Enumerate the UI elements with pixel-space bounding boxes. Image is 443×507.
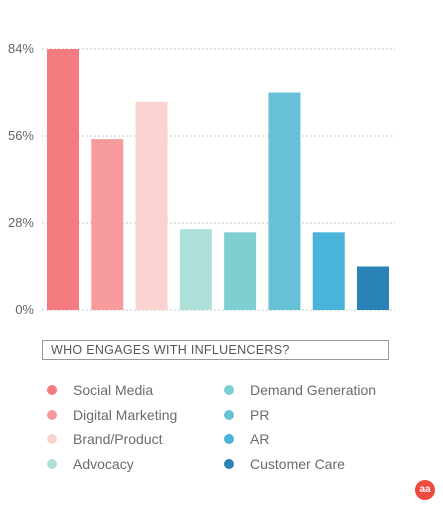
y-tick-label: 56% — [8, 128, 34, 143]
bars — [47, 49, 389, 310]
y-tick-label: 0% — [15, 302, 34, 317]
legend-item: Advocacy — [47, 455, 134, 473]
legend-swatch — [47, 385, 57, 395]
grid-lines — [42, 48, 395, 311]
legend-swatch — [47, 458, 57, 469]
y-tick-label: 84% — [8, 41, 34, 56]
bar-social-media — [47, 49, 79, 310]
legend-item: Social Media — [47, 381, 153, 399]
legend-item: Demand Generation — [224, 381, 376, 399]
bar-customer-care — [357, 266, 389, 310]
legend-item: Customer Care — [224, 455, 345, 473]
y-axis-ticks: 0% 28% 56% 84% — [8, 41, 34, 317]
bar-demand-generation — [224, 232, 257, 310]
legend-label: Brand/Product — [73, 431, 163, 447]
legend-swatch — [224, 434, 234, 444]
legend-swatch — [224, 458, 234, 469]
bar-digital-marketing — [91, 139, 124, 310]
legend-item: Digital Marketing — [47, 406, 177, 424]
bar-pr — [268, 92, 301, 310]
legend-label: Social Media — [73, 382, 154, 398]
bar-chart: 0% 28% 56% 84% — [8, 41, 395, 317]
legend-item: PR — [224, 406, 269, 424]
legend-item: AR — [224, 430, 269, 448]
legend-label: AR — [250, 431, 270, 447]
legend-item: Brand/Product — [47, 430, 163, 448]
legend-label: Demand Generation — [250, 382, 377, 398]
brand-logo: aa — [415, 480, 435, 500]
legend-swatch — [47, 409, 57, 420]
y-tick-label: 28% — [8, 215, 34, 230]
legend-label: Advocacy — [73, 455, 134, 472]
bar-advocacy — [179, 229, 212, 310]
legend-label: Digital Marketing — [73, 406, 178, 423]
legend-swatch — [224, 409, 234, 420]
bar-brand-product — [135, 101, 168, 310]
legend-label: Customer Care — [250, 455, 345, 472]
legend-label: PR — [250, 406, 270, 423]
legend-swatch — [47, 434, 57, 444]
legend-swatch — [224, 385, 234, 395]
bar-ar — [312, 232, 345, 310]
chart-title: WHO ENGAGES WITH INFLUENCERS? — [42, 340, 389, 360]
